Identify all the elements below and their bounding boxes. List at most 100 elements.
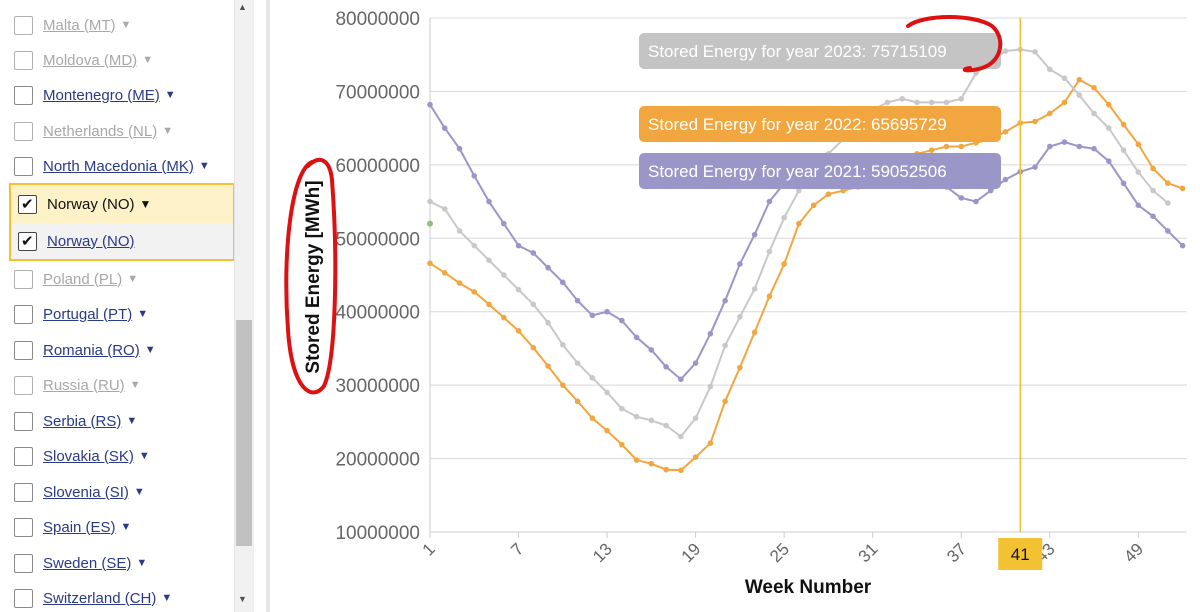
data-point[interactable] (825, 191, 832, 198)
data-point[interactable] (781, 261, 787, 267)
data-point[interactable] (914, 99, 920, 106)
data-point[interactable] (427, 101, 433, 108)
country-checkbox[interactable] (14, 304, 33, 324)
data-point[interactable] (648, 417, 655, 424)
data-point[interactable] (1150, 165, 1156, 172)
data-point[interactable] (1076, 76, 1083, 83)
data-point[interactable] (1002, 176, 1009, 183)
data-point[interactable] (1002, 48, 1009, 54)
data-point[interactable] (456, 280, 463, 286)
country-checkbox[interactable] (14, 482, 33, 502)
data-point[interactable] (678, 376, 684, 383)
data-point[interactable] (1002, 129, 1009, 135)
scroll-up-arrow-icon[interactable]: ▲ (238, 2, 247, 12)
data-point[interactable] (574, 297, 581, 304)
data-point[interactable] (737, 364, 743, 371)
data-point[interactable] (1061, 75, 1068, 82)
data-point[interactable] (692, 360, 699, 366)
data-point[interactable] (619, 405, 625, 412)
country-link[interactable]: Sweden (SE) (43, 554, 132, 572)
expand-triangle-icon[interactable]: ▼ (120, 521, 132, 533)
data-point[interactable] (973, 198, 979, 205)
country-link[interactable]: Montenegro (ME) (43, 86, 160, 104)
country-checkbox[interactable] (14, 446, 33, 466)
data-point[interactable] (604, 389, 610, 396)
data-point[interactable] (456, 228, 463, 234)
data-point[interactable] (456, 145, 463, 152)
country-item[interactable]: Spain (ES) ▼ (14, 513, 131, 541)
data-point[interactable] (899, 95, 906, 102)
country-item[interactable]: Malta (MT) ▼ (14, 11, 131, 39)
data-point[interactable] (692, 454, 699, 460)
data-point[interactable] (427, 198, 433, 205)
data-point[interactable] (471, 173, 478, 179)
data-point[interactable] (663, 363, 669, 370)
data-point[interactable] (1032, 164, 1038, 170)
data-point[interactable] (441, 206, 448, 212)
country-checkbox[interactable] (14, 517, 33, 537)
expand-triangle-icon[interactable]: ▼ (144, 344, 156, 356)
data-point[interactable] (619, 317, 625, 324)
data-point[interactable] (1120, 180, 1127, 187)
country-item[interactable]: Poland (PL) ▼ (14, 265, 138, 293)
country-checkbox[interactable] (14, 156, 33, 176)
country-link[interactable]: Poland (PL) (43, 270, 123, 288)
expand-triangle-icon[interactable]: ▼ (142, 54, 154, 66)
dropdown-triangle-icon[interactable]: ▼ (139, 197, 152, 211)
data-point[interactable] (500, 314, 507, 321)
data-point[interactable] (722, 297, 728, 304)
data-point[interactable] (766, 198, 773, 205)
data-point[interactable] (604, 427, 610, 434)
country-link[interactable]: Switzerland (CH) (43, 589, 157, 607)
data-point[interactable] (515, 242, 522, 249)
data-point[interactable] (1179, 185, 1186, 192)
data-point[interactable] (648, 347, 655, 353)
data-point[interactable] (840, 187, 846, 194)
country-link[interactable]: Netherlands (NL) (43, 122, 158, 140)
data-point[interactable] (766, 248, 773, 255)
expand-triangle-icon[interactable]: ▼ (126, 415, 138, 427)
data-point[interactable] (1150, 213, 1156, 220)
data-point[interactable] (1150, 187, 1156, 194)
data-point[interactable] (545, 264, 551, 271)
data-point[interactable] (1076, 92, 1083, 98)
data-point[interactable] (810, 202, 817, 209)
data-point[interactable] (722, 342, 728, 349)
data-point[interactable] (619, 441, 625, 448)
norway-sub-checkbox[interactable] (18, 231, 37, 251)
data-point[interactable] (884, 99, 891, 106)
data-point[interactable] (1135, 141, 1142, 148)
country-item[interactable]: North Macedonia (MK) ▼ (14, 152, 210, 180)
country-item[interactable]: Russia (RU) ▼ (14, 371, 141, 399)
expand-triangle-icon[interactable]: ▼ (162, 125, 174, 137)
data-point[interactable] (987, 187, 994, 194)
country-checkbox[interactable] (14, 269, 33, 289)
data-point[interactable] (1091, 145, 1097, 152)
country-link[interactable]: Russia (RU) (43, 376, 125, 394)
country-checkbox[interactable] (14, 15, 33, 35)
data-point[interactable] (737, 261, 743, 267)
data-point[interactable] (958, 143, 965, 150)
country-item[interactable]: Slovenia (SI) ▼ (14, 478, 145, 506)
country-item[interactable]: Montenegro (ME) ▼ (14, 81, 176, 109)
data-point[interactable] (589, 312, 596, 319)
data-point[interactable] (441, 125, 448, 131)
data-point[interactable] (796, 187, 802, 194)
scroll-down-arrow-icon[interactable]: ▼ (238, 594, 247, 604)
expand-triangle-icon[interactable]: ▼ (129, 379, 141, 391)
data-point[interactable] (560, 279, 566, 286)
expand-triangle-icon[interactable]: ▼ (164, 89, 176, 101)
data-point[interactable] (692, 415, 699, 421)
data-point[interactable] (471, 289, 478, 295)
data-point[interactable] (648, 460, 655, 467)
data-point[interactable] (943, 143, 950, 150)
country-link[interactable]: Slovenia (SI) (43, 483, 129, 501)
data-point[interactable] (1120, 147, 1127, 153)
country-link[interactable]: North Macedonia (MK) (43, 157, 194, 175)
country-item[interactable]: Netherlands (NL) ▼ (14, 117, 173, 145)
data-point[interactable] (707, 330, 714, 337)
country-link[interactable]: Malta (MT) (43, 16, 116, 34)
country-checkbox[interactable] (14, 375, 33, 395)
data-point[interactable] (1032, 48, 1038, 55)
data-point[interactable] (471, 242, 478, 249)
